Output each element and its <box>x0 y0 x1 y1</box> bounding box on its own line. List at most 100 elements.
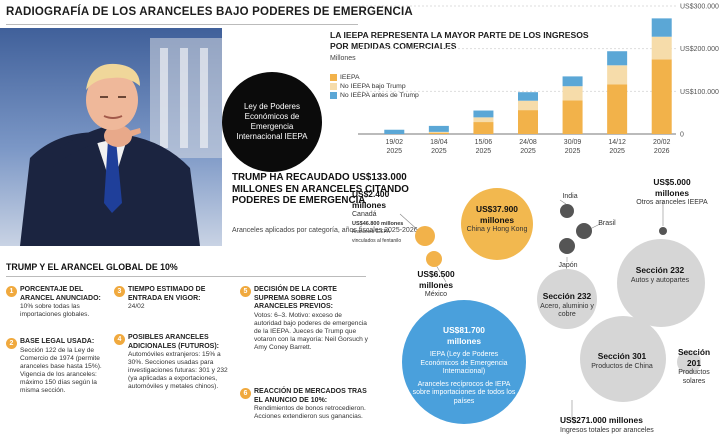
canada-extra: US$46.800 millones <box>352 220 404 227</box>
total-amount: US$271.000 millones <box>560 415 643 425</box>
trump-item-1: 1 PORCENTAJE DEL ARANCEL ANUNCIADO: 10% … <box>6 286 110 319</box>
bar-chart-legend: IEEPA No IEEPA bajo Trump No IEEPA antes… <box>330 73 419 100</box>
china-label: China y Hong Kong <box>466 226 528 233</box>
bar-segment-no-ieepa-trump <box>518 100 538 111</box>
bubble-label-mexico: US$6.500 millones México <box>406 270 466 300</box>
y-tick-label: US$300.000 <box>680 4 719 11</box>
trump-photo <box>0 28 222 246</box>
legend-item-ieepa: IEEPA <box>330 73 419 82</box>
legend-item-no-ieepa-before: No IEEPA antes de Trump <box>330 91 419 100</box>
ieepa-unit: millones <box>447 335 481 346</box>
bubble-label-brasil: Brasil <box>598 220 616 227</box>
legend-label-no-ieepa-trump: No IEEPA bajo Trump <box>340 83 406 90</box>
bar-segment-no-ieepa-before <box>428 125 449 132</box>
trump-item-3: 3 TIEMPO ESTIMADO DE ENTRADA EN VIGOR: 2… <box>114 286 232 311</box>
trump-section-divider <box>6 276 366 277</box>
x-tick-label: 15/06 <box>475 139 493 146</box>
legend-swatch-no-ieepa-before <box>330 92 337 99</box>
bubble-label-total: US$271.000 millones Ingresos totales por… <box>560 416 710 435</box>
trump-item-1-body: 10% sobre todas las importaciones global… <box>20 303 90 318</box>
page-title: RADIOGRAFÍA DE LOS ARANCELES BAJO PODERE… <box>6 6 413 18</box>
bar-segment-ieepa <box>651 59 672 135</box>
bubble-chart-subtitle: Aranceles aplicados por categoría, años … <box>232 227 418 234</box>
x-tick-label: 2025 <box>476 148 492 155</box>
bubble-chart-title: TRUMP HA RECAUDADO US$133.000 MILLONES E… <box>232 172 409 206</box>
trump-item-3-head: TIEMPO ESTIMADO DE ENTRADA EN VIGOR: <box>128 286 206 302</box>
otros-amount: US$5.000 <box>653 177 691 187</box>
bubble-label-india: India <box>562 193 578 200</box>
s201-title: Sección 201 <box>677 347 711 368</box>
bubble-label-ieepa: US$81.700 millones IEPA (Ley de Poderes … <box>410 326 518 406</box>
china-unit: millones <box>480 214 514 225</box>
ieepa-extra: Aranceles recíprocos de IEPA sobre impor… <box>412 380 516 405</box>
x-tick-label: 2025 <box>565 148 581 155</box>
bubble-otros <box>659 227 667 235</box>
china-amount: US$37.900 <box>476 204 518 214</box>
legend-label-no-ieepa-before: No IEEPA antes de Trump <box>340 92 419 99</box>
mexico-amount: US$6.500 <box>417 269 455 279</box>
x-tick-label: 2025 <box>609 148 625 155</box>
mexico-unit: millones <box>419 279 453 290</box>
canada-extra2: Aranceles IEEPA vinculados al fentanilo <box>352 229 402 244</box>
x-tick-label: 2025 <box>386 148 402 155</box>
trump-item-3-body: 24/02 <box>128 303 145 310</box>
x-tick-label: 20/02 <box>653 139 671 146</box>
legend-swatch-no-ieepa-trump <box>330 83 337 90</box>
bar-segment-ieepa <box>562 100 583 134</box>
otros-unit: millones <box>655 187 689 198</box>
bar-segment-no-ieepa-trump <box>562 86 583 101</box>
trump-item-1-head: PORCENTAJE DEL ARANCEL ANUNCIADO: <box>20 286 101 302</box>
bubble-label-japon: Japón <box>558 262 578 269</box>
trump-item-6: 6 REACCIÓN DE MERCADOS TRAS EL ANUNCIO D… <box>240 388 370 421</box>
bar-segment-ieepa <box>518 110 538 134</box>
x-tick-label: 24/08 <box>519 139 537 146</box>
canada-label: Canadá <box>352 211 377 218</box>
photo-illustration <box>0 28 222 246</box>
x-tick-label: 18/04 <box>430 139 448 146</box>
trump-item-4-body: Automóviles extranjeros: 15% a 30%. Secc… <box>128 351 228 390</box>
canada-unit: millones <box>352 199 386 210</box>
s232a-label: Autos y autopartes <box>630 276 690 284</box>
trump-item-4-head: POSIBLES ARANCELES ADICIONALES (FUTUROS)… <box>128 334 219 350</box>
canada-amount: US$2.400 <box>352 189 390 199</box>
bubble-mexico <box>426 251 442 267</box>
bar-segment-no-ieepa-before <box>384 129 405 134</box>
bar-segment-no-ieepa-trump <box>651 36 672 60</box>
s232b-title: Sección 232 <box>542 291 592 301</box>
trump-item-5-body: Votos: 6–3. Motivo: exceso de autoridad … <box>254 311 368 351</box>
x-tick-label: 2025 <box>431 148 447 155</box>
bar-chart-title: LA IEEPA REPRESENTA LA MAYOR PARTE DE LO… <box>330 30 589 51</box>
x-tick-label: 2026 <box>654 148 670 155</box>
trump-item-4: 4 POSIBLES ARANCELES ADICIONALES (FUTURO… <box>114 334 232 391</box>
bar-segment-ieepa <box>607 84 628 134</box>
s301-title: Sección 301 <box>597 351 647 361</box>
trump-item-6-head: REACCIÓN DE MERCADOS TRAS EL ANUNCIO DE … <box>254 388 367 404</box>
bar-segment-no-ieepa-trump <box>607 65 628 85</box>
bar-chart-unit: Millones <box>330 55 356 62</box>
s232b-label: Acero, aluminio y cobre <box>540 302 594 319</box>
bubble-label-s201: Sección 201 Productos solares <box>670 348 718 386</box>
bar-segment-no-ieepa-before <box>473 110 494 118</box>
total-label: Ingresos totales por aranceles <box>560 426 654 434</box>
legend-swatch-ieepa <box>330 74 337 81</box>
trump-item-6-body: Rendimientos de bonos retrocedieron. Acc… <box>254 405 366 420</box>
trump-item-5-number: 5 <box>240 286 251 297</box>
trump-item-4-number: 4 <box>114 334 125 345</box>
bar-segment-no-ieepa-trump <box>473 117 494 123</box>
trump-item-1-number: 1 <box>6 286 17 297</box>
trump-item-3-number: 3 <box>114 286 125 297</box>
stacked-bar-chart: US$300.000 US$200.000 US$100.000 0 19/02 2025… <box>358 4 719 155</box>
bar-segment-ieepa <box>473 122 494 134</box>
bar-segment-no-ieepa-before <box>651 18 672 37</box>
x-tick-label: 30/09 <box>564 139 582 146</box>
bubble-label-otros: US$5.000 millones Otros aranceles IEEPA <box>632 178 712 208</box>
trump-section-heading: TRUMP Y EL ARANCEL GLOBAL DE 10% <box>6 262 178 272</box>
legend-label-ieepa: IEEPA <box>340 74 360 81</box>
x-tick-label: 14/12 <box>608 139 626 146</box>
bar-segment-no-ieepa-trump <box>428 131 449 133</box>
y-tick-label: US$200.000 <box>680 46 719 53</box>
legend-item-no-ieepa-trump: No IEEPA bajo Trump <box>330 82 419 91</box>
trump-item-2-number: 2 <box>6 338 17 349</box>
bubble-india <box>560 204 574 218</box>
title-divider <box>6 24 358 25</box>
